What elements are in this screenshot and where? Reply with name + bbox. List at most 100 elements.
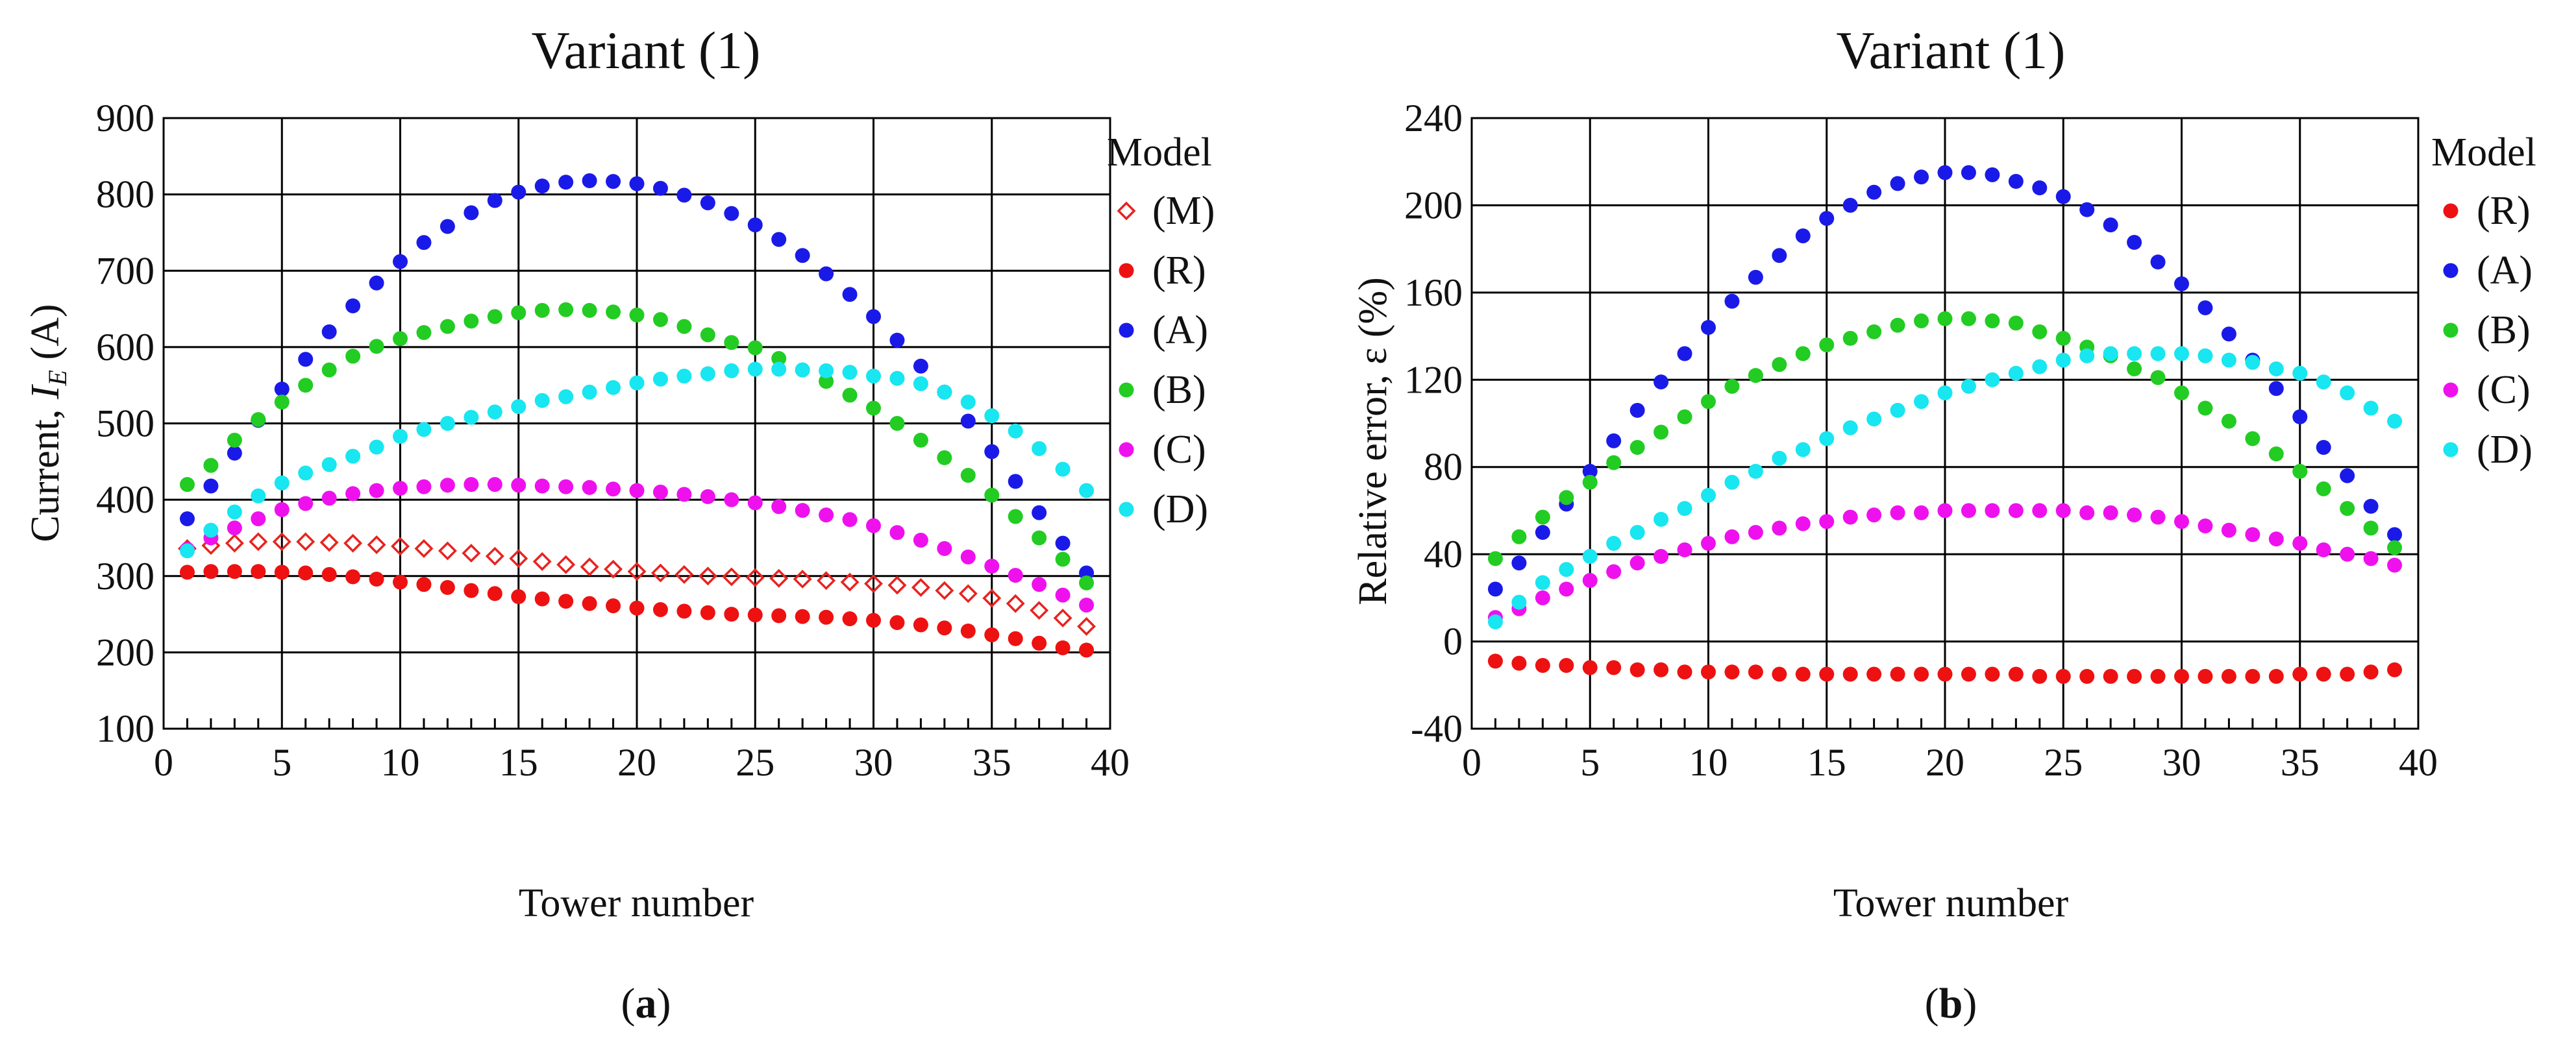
chart-a-point-r: [582, 596, 597, 611]
chart-a-point-b: [274, 395, 290, 410]
chart-a-point-r: [369, 571, 384, 587]
chart-a-point-b: [393, 331, 408, 347]
chart-a-point-d: [345, 448, 361, 464]
chart-a-legend-marker-m: [1117, 201, 1136, 221]
chart-b-point-d: [2055, 352, 2071, 368]
chart-b-legend-marker-r: [2443, 203, 2458, 219]
chart-b-plot-frame: [1470, 117, 2420, 730]
chart-b-point-a: [1914, 169, 1929, 185]
chart-b-point-r: [1772, 666, 1787, 682]
chart-a-point-a: [511, 184, 526, 200]
chart-a-y-tick-label: 600: [96, 326, 155, 369]
chart-b-point-d: [2127, 346, 2142, 361]
chart-a-point-d: [1032, 441, 1047, 456]
chart-b-point-r: [2032, 668, 2048, 684]
chart-a-point-a: [771, 232, 787, 247]
chart-a-point-c: [251, 511, 266, 527]
chart-a-point-d: [1055, 461, 1071, 477]
chart-b-point-d: [1606, 535, 1622, 551]
chart-a-point-m: [769, 568, 789, 588]
chart-a-point-m: [509, 549, 528, 568]
chart-a-x-tick-label: 30: [854, 741, 893, 784]
chart-b-point-a: [2079, 202, 2095, 217]
chart-a-legend-entry-c: (C): [1119, 428, 1206, 472]
chart-a-point-c: [369, 483, 384, 498]
chart-b-point-c: [2103, 505, 2118, 520]
chart-b-point-r: [1701, 664, 1716, 680]
chart-b-point-b: [1677, 409, 1692, 424]
chart-b-point-b: [1653, 424, 1669, 440]
chart-b-point-c: [1890, 505, 1905, 520]
chart-a-point-a: [819, 266, 834, 282]
chart-b-point-d: [1487, 614, 1503, 629]
chart-a-point-b: [700, 327, 715, 343]
chart-b-point-a: [2387, 527, 2403, 542]
chart-b-point-d: [2079, 348, 2095, 363]
chart-b-point-d: [1582, 549, 1598, 565]
chart-a-point-m: [367, 535, 386, 554]
chart-b-point-a: [1819, 211, 1835, 226]
chart-a-point-d: [606, 380, 621, 395]
chart-b-point-b: [2363, 520, 2379, 536]
chart-a-point-b: [558, 302, 574, 317]
chart-b-point-c: [1653, 549, 1669, 565]
chart-a-point-d: [298, 465, 314, 481]
chart-a-point-d: [629, 375, 645, 391]
chart-a-point-c: [534, 478, 550, 494]
chart-b-point-b: [1819, 337, 1835, 353]
chart-a-point-d: [464, 409, 479, 425]
chart-a-point-m: [887, 576, 907, 595]
chart-a-point-d: [251, 488, 266, 504]
chart-a-point-b: [819, 374, 834, 389]
chart-a-point-b: [582, 302, 597, 318]
chart-b-minor-ticks: [1494, 718, 2396, 729]
chart-a-point-c: [866, 518, 881, 533]
chart-a-point-m: [1077, 616, 1096, 636]
chart-b-point-r: [1653, 662, 1669, 677]
chart-b-title: Variant (1): [1837, 21, 2066, 80]
chart-b-point-r: [1724, 664, 1740, 680]
chart-a-point-a: [866, 309, 881, 324]
chart-a-point-b: [652, 312, 668, 328]
chart-b-point-a: [2032, 180, 2048, 196]
chart-a-point-r: [700, 605, 715, 620]
chart-a-point-c: [511, 478, 526, 493]
chart-a-point-b: [440, 319, 455, 334]
chart-a-point-a: [321, 324, 337, 339]
chart-a-caption-open: (: [621, 980, 636, 1027]
chart-a-point-r: [416, 577, 432, 592]
chart-b-point-r: [2387, 662, 2403, 677]
chart-b-legend-label-d: (D): [2477, 428, 2533, 472]
chart-b-point-b: [1487, 551, 1503, 566]
chart-a-caption: (a): [621, 980, 671, 1027]
chart-a-legend-entry-b: (B): [1119, 368, 1206, 412]
chart-b-point-r: [2316, 666, 2331, 682]
chart-a-point-a: [889, 332, 905, 348]
chart-a-point-d: [960, 395, 976, 410]
chart-a-point-d: [227, 504, 242, 520]
chart-a-point-m: [745, 568, 765, 587]
chart-a-point-c: [629, 483, 645, 498]
chart-a-point-a: [1032, 505, 1047, 520]
chart-a-point-r: [251, 564, 266, 579]
chart-b-point-b: [2198, 400, 2213, 416]
chart-a-point-c: [464, 477, 479, 493]
chart-a-point-d: [179, 543, 195, 559]
chart-b-point-c: [1724, 529, 1740, 544]
chart-b-point-d: [1511, 594, 1527, 610]
chart-a-point-d: [393, 428, 408, 444]
chart-b-point-c: [1914, 505, 1929, 520]
chart-a-point-r: [227, 564, 242, 579]
chart-b-point-c: [1677, 542, 1692, 557]
chart-a-point-r: [960, 623, 976, 639]
chart-a-point-c: [771, 499, 787, 515]
chart-a-point-d: [700, 366, 715, 382]
chart-b-point-a: [1535, 525, 1550, 541]
chart-b-point-d: [1629, 525, 1645, 541]
chart-a-point-d: [487, 404, 502, 420]
chart-a-point-d: [534, 393, 550, 408]
chart-b-point-c: [2127, 507, 2142, 523]
chart-b-point-r: [1606, 660, 1622, 675]
chart-b-point-r: [2268, 668, 2284, 684]
